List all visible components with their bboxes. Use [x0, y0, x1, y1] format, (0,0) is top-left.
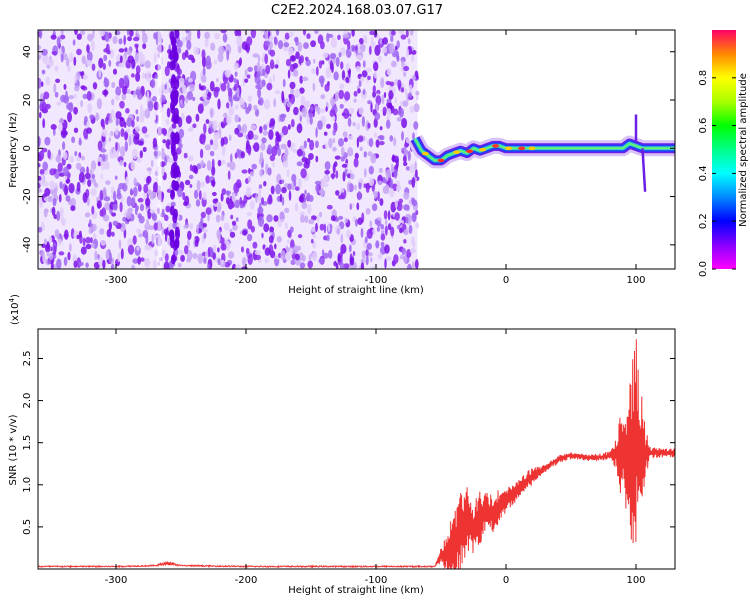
- signal-hotspots: [421, 144, 536, 163]
- spec-xtick-label: -200: [235, 275, 258, 286]
- snr-ylabel: SNR (10 * v/v): [8, 414, 19, 485]
- snr-scale-prefix: (x10: [10, 302, 21, 325]
- figure-title: C2E2.2024.168.03.07.G17: [271, 3, 443, 18]
- colorbar-tick-label: 0.2: [698, 213, 709, 229]
- snr-xtick-label: -300: [105, 575, 128, 586]
- spec-xtick-label: -100: [365, 275, 388, 286]
- snr-panel: -300 -200 -100 0 100 0.5 1.0 1.5 2.0 2.5 Height o…: [8, 294, 676, 596]
- colorbar-gradient: [712, 30, 736, 269]
- snr-frame: [37, 328, 676, 570]
- spectrogram-frame: [37, 29, 676, 270]
- snr-scale-close: ): [10, 294, 21, 298]
- colorbar: 0.0 0.2 0.4 0.6 0.8 Normalized spectral ampl…: [698, 30, 749, 277]
- snr-xtick-label: -100: [365, 575, 388, 586]
- snr-scale-exponent: 4: [8, 297, 16, 302]
- snr-ytick-label: 0.5: [22, 519, 33, 535]
- snr-ytick-label: 2.5: [22, 351, 33, 367]
- snr-xtick-label: 0: [503, 575, 509, 586]
- snr-plot-area: [38, 339, 675, 569]
- spec-ytick-label: 40: [22, 45, 33, 58]
- spectrogram-xlabel: Height of straight line (km): [288, 285, 424, 296]
- colorbar-tick-label: 0.6: [698, 118, 709, 134]
- snr-ytick-label: 1.0: [22, 477, 33, 493]
- snr-ytick-label: 1.5: [22, 435, 33, 451]
- colorbar-ticks: 0.0 0.2 0.4 0.6 0.8: [698, 70, 736, 277]
- spec-xtick-label: 0: [503, 275, 509, 286]
- noise-texture: [38, 30, 420, 269]
- snr-scale-label: (x104): [8, 294, 21, 325]
- spectrogram-image: [38, 30, 675, 269]
- spec-ytick-label: 20: [22, 94, 33, 107]
- spec-ytick-label: 0: [22, 145, 33, 151]
- snr-xtick-label: -200: [235, 575, 258, 586]
- spec-xtick-label: -300: [105, 275, 128, 286]
- snr-xtick-label: 100: [626, 575, 645, 586]
- snr-xlabel: Height of straight line (km): [288, 585, 424, 596]
- colorbar-tick-label: 0.4: [698, 165, 709, 181]
- svg-text:(x104): (x104): [8, 294, 21, 325]
- spec-ytick-label: -40: [22, 237, 33, 253]
- spectrogram-ylabel: Frequency (Hz): [8, 112, 19, 188]
- snr-ytick-label: 2.0: [22, 393, 33, 409]
- spec-xtick-label: 100: [626, 275, 645, 286]
- colorbar-tick-label: 0.0: [698, 261, 709, 277]
- snr-ticks: -300 -200 -100 0 100 0.5 1.0 1.5 2.0 2.5: [22, 329, 675, 586]
- spike-down: [641, 148, 647, 192]
- colorbar-label: Normalized spectral amplitude: [738, 73, 749, 227]
- spec-ytick-label: -20: [22, 188, 33, 204]
- colorbar-tick-label: 0.8: [698, 70, 709, 86]
- snr-series-line: [38, 339, 675, 569]
- signal-peak: [414, 138, 675, 162]
- light-streak: [157, 30, 162, 269]
